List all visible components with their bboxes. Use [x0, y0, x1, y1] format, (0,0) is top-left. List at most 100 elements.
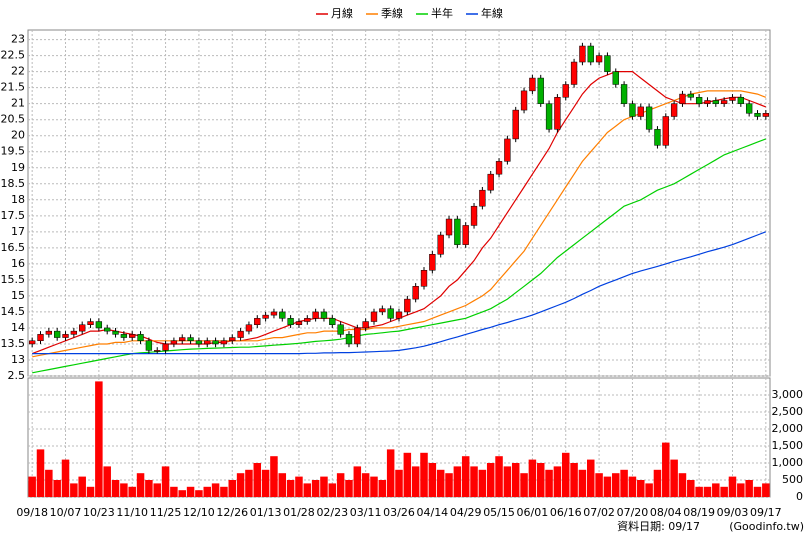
volume-bar: [70, 483, 78, 497]
volume-bar: [486, 463, 495, 497]
volume-bar: [220, 486, 228, 497]
volume-bar: [445, 473, 453, 497]
candle-body: [562, 84, 569, 98]
volume-bar: [503, 466, 512, 497]
candle-body: [504, 138, 511, 162]
y-tick-label: 20.5: [1, 113, 26, 126]
volume-bar: [578, 469, 587, 497]
candle-body: [295, 321, 303, 325]
candle-body: [604, 55, 611, 72]
candle-body: [404, 298, 411, 313]
volume-bar: [753, 486, 762, 497]
volume-tick-label: 3,000: [772, 388, 804, 401]
y-tick-label: 19.5: [1, 145, 26, 158]
candle-body: [262, 314, 269, 319]
candle-body: [612, 71, 619, 85]
volume-bar: [78, 476, 86, 497]
volume-bar: [453, 466, 462, 497]
x-tick-label: 11/25: [150, 506, 182, 519]
volume-bar: [712, 483, 720, 497]
candle-body: [345, 334, 353, 345]
candle-body: [45, 330, 53, 335]
volume-bar: [612, 473, 620, 497]
candle-body: [320, 311, 328, 319]
y-tick-label: 16.5: [1, 241, 26, 254]
candle-body: [337, 324, 344, 335]
y-tick-label: 15: [11, 289, 25, 302]
volume-bar: [420, 452, 428, 497]
candle-body: [420, 270, 428, 287]
candle-body: [112, 330, 119, 335]
volume-tick-label: 2,000: [772, 422, 804, 435]
y-tick-label: 21: [11, 97, 25, 110]
volume-bar: [103, 466, 111, 497]
candle-body: [662, 116, 669, 146]
candle-body: [654, 129, 661, 146]
volume-bar: [695, 486, 703, 497]
x-tick-label: 05/15: [483, 506, 515, 519]
x-tick-label: 04/29: [450, 506, 482, 519]
candle-body: [720, 100, 728, 104]
volume-bar: [286, 480, 295, 497]
volume-bar: [561, 452, 570, 497]
candle-body: [179, 337, 186, 342]
candle-body: [79, 324, 86, 332]
y-tick-label: 20: [11, 129, 25, 142]
volume-bar: [637, 480, 645, 497]
candle-body: [670, 103, 678, 117]
volume-bar: [687, 480, 695, 497]
y-tick-label: 2.5: [8, 369, 26, 382]
y-tick-label: 22.5: [1, 49, 26, 62]
volume-bar: [587, 459, 595, 497]
x-tick-label: 12/26: [216, 506, 248, 519]
x-tick-label: 06/01: [517, 506, 549, 519]
candle-body: [95, 321, 103, 329]
candle-body: [412, 286, 419, 300]
candle-body: [395, 311, 403, 319]
candle-body: [187, 337, 194, 342]
y-tick-label: 13.5: [1, 337, 26, 350]
volume-tick-label: 0: [796, 490, 803, 503]
volume-bar: [737, 483, 745, 497]
candle-body: [445, 218, 453, 236]
candle-body: [87, 321, 94, 325]
legend-label: 半年: [431, 6, 453, 20]
x-tick-label: 10/07: [50, 506, 82, 519]
candle-body: [712, 100, 719, 104]
volume-bar: [345, 480, 353, 497]
candle-body: [237, 330, 244, 338]
volume-bar: [153, 483, 161, 497]
volume-bar: [120, 483, 128, 497]
volume-bar: [361, 473, 370, 497]
candle-body: [379, 308, 386, 313]
candle-body: [487, 173, 494, 191]
volume-bar: [353, 466, 362, 497]
source: (Goodinfo.tw): [729, 520, 804, 533]
legend-label: 年線: [481, 6, 503, 20]
candle-body: [570, 61, 578, 85]
volume-bar: [211, 483, 220, 497]
volume-bar: [186, 486, 195, 497]
volume-bar: [620, 469, 628, 497]
candle-body: [245, 324, 253, 332]
y-tick-label: 22: [11, 65, 25, 78]
y-tick-label: 14.5: [1, 305, 26, 318]
volume-bar: [386, 449, 395, 497]
volume-bar: [436, 469, 445, 497]
volume-bar: [728, 476, 737, 497]
candle-body: [704, 100, 711, 104]
volume-bar: [278, 473, 287, 497]
volume-bar: [311, 480, 320, 497]
candle-body: [229, 337, 236, 342]
candle-body: [54, 330, 61, 338]
y-tick-label: 21.5: [1, 81, 26, 94]
volume-bar: [428, 463, 437, 497]
x-tick-label: 09/18: [16, 506, 48, 519]
candle-body: [354, 327, 361, 345]
candle-body: [162, 343, 169, 351]
x-tick-label: 07/02: [583, 506, 615, 519]
x-tick-label: 04/14: [416, 506, 448, 519]
candle-body: [754, 113, 761, 117]
volume-bar: [303, 483, 312, 497]
